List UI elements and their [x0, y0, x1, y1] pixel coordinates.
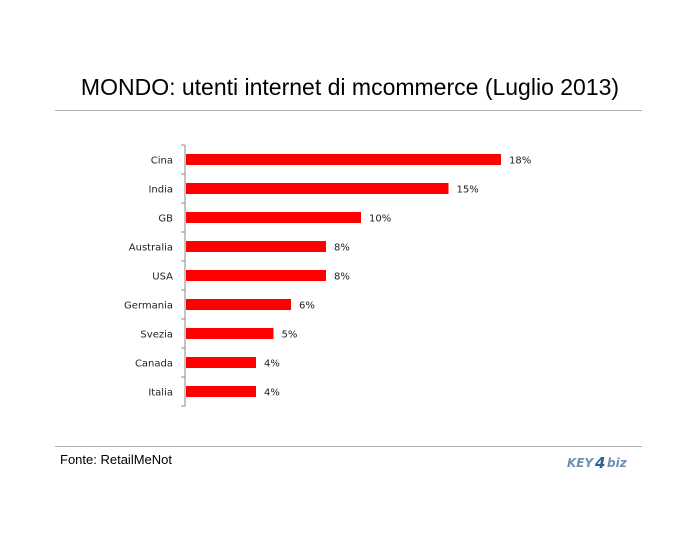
- bar: [186, 154, 501, 165]
- value-label: 6%: [299, 301, 315, 312]
- category-label: India: [148, 185, 173, 196]
- bar: [186, 386, 256, 397]
- category-label: Australia: [129, 243, 173, 254]
- value-label: 5%: [282, 330, 298, 341]
- bar: [186, 270, 326, 281]
- title-divider: [55, 110, 642, 111]
- bar: [186, 328, 274, 339]
- source-note: Fonte: RetailMeNot: [60, 452, 172, 467]
- value-label: 15%: [457, 185, 479, 196]
- bar: [186, 357, 256, 368]
- category-label: Canada: [135, 359, 173, 370]
- category-label: Svezia: [140, 330, 173, 341]
- bar: [186, 183, 449, 194]
- category-label: Cina: [151, 156, 173, 167]
- svg-text:KEY: KEY: [567, 456, 594, 470]
- chart-title: MONDO: utenti internet di mcommerce (Lug…: [80, 74, 620, 100]
- category-label: Italia: [148, 388, 173, 399]
- svg-text:4: 4: [594, 454, 605, 472]
- value-label: 8%: [334, 272, 350, 283]
- bar: [186, 241, 326, 252]
- category-label: USA: [152, 272, 173, 283]
- footer-divider: [55, 446, 642, 447]
- value-label: 10%: [369, 214, 391, 225]
- value-label: 18%: [509, 156, 531, 167]
- value-label: 4%: [264, 388, 280, 399]
- value-label: 4%: [264, 359, 280, 370]
- svg-text:biz: biz: [607, 456, 628, 470]
- key4biz-logo: KEY 4 biz: [567, 454, 628, 472]
- category-label: Germania: [124, 301, 173, 312]
- bar: [186, 212, 361, 223]
- value-label: 8%: [334, 243, 350, 254]
- bar: [186, 299, 291, 310]
- category-label: GB: [158, 214, 173, 225]
